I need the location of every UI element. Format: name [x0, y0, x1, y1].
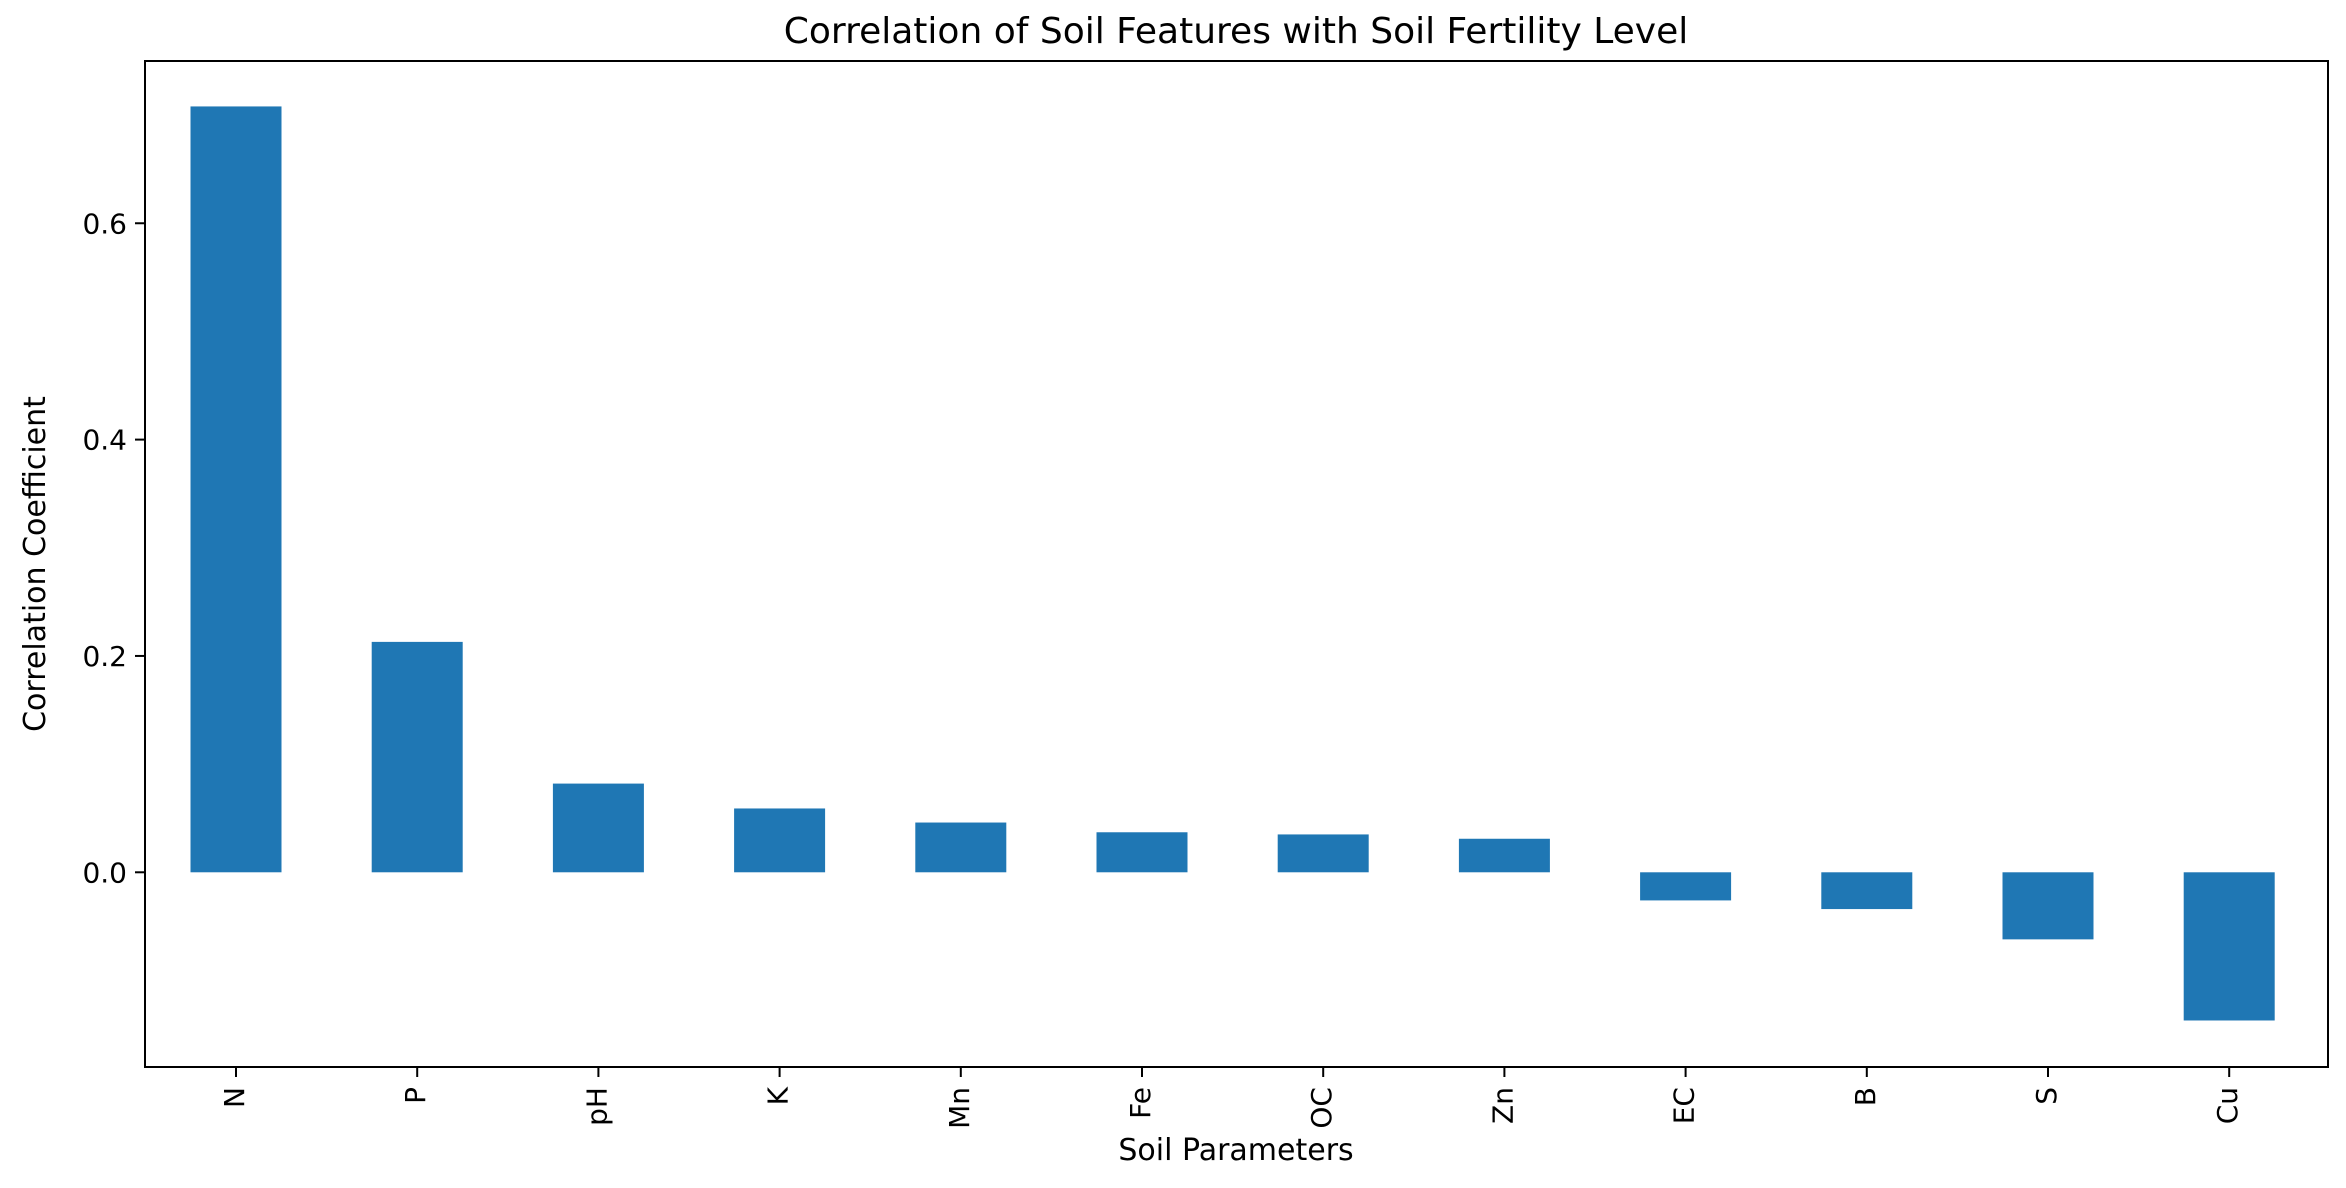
x-tick-label-k: K [762, 1086, 795, 1105]
plot-area-frame [144, 60, 2329, 1068]
bar-k [734, 808, 826, 873]
y-tick-label: 0.0 [82, 856, 127, 889]
y-tick-label: 0.6 [82, 207, 127, 240]
x-tick-label-p: P [399, 1087, 432, 1104]
x-tick-label-oc: OC [1305, 1087, 1338, 1129]
bar-fe [1096, 832, 1188, 873]
x-tick-label-n: N [218, 1087, 251, 1108]
x-tick-label-fe: Fe [1124, 1087, 1157, 1119]
x-tick-label-mn: Mn [943, 1087, 976, 1129]
bars-group [190, 106, 2275, 1021]
x-tick-label-s: S [2030, 1087, 2063, 1105]
y-tick-label: 0.4 [82, 424, 127, 457]
bar-zn [1458, 838, 1550, 873]
x-tick-label-ec: EC [1668, 1087, 1701, 1124]
bar-ec [1640, 872, 1732, 901]
bar-oc [1277, 834, 1369, 873]
x-tick-label-ph: pH [580, 1087, 613, 1126]
x-tick-label-cu: Cu [2211, 1087, 2244, 1124]
x-tick-label-zn: Zn [1486, 1087, 1519, 1124]
x-axis-label: Soil Parameters [1118, 1133, 1353, 1168]
bar-p [371, 641, 463, 873]
bar-n [190, 106, 282, 873]
x-tick-label-b: B [1849, 1087, 1882, 1106]
bar-ph [552, 783, 644, 873]
bar-mn [915, 822, 1007, 873]
bar-cu [2183, 872, 2275, 1021]
chart-title: Correlation of Soil Features with Soil F… [784, 11, 1689, 52]
y-tick-label: 0.2 [82, 640, 127, 673]
bar-s [2002, 872, 2094, 940]
bar-b [1821, 872, 1913, 910]
y-axis: 0.0 0.2 0.4 0.6 [82, 207, 145, 889]
y-axis-label: Correlation Coefficient [18, 396, 53, 732]
